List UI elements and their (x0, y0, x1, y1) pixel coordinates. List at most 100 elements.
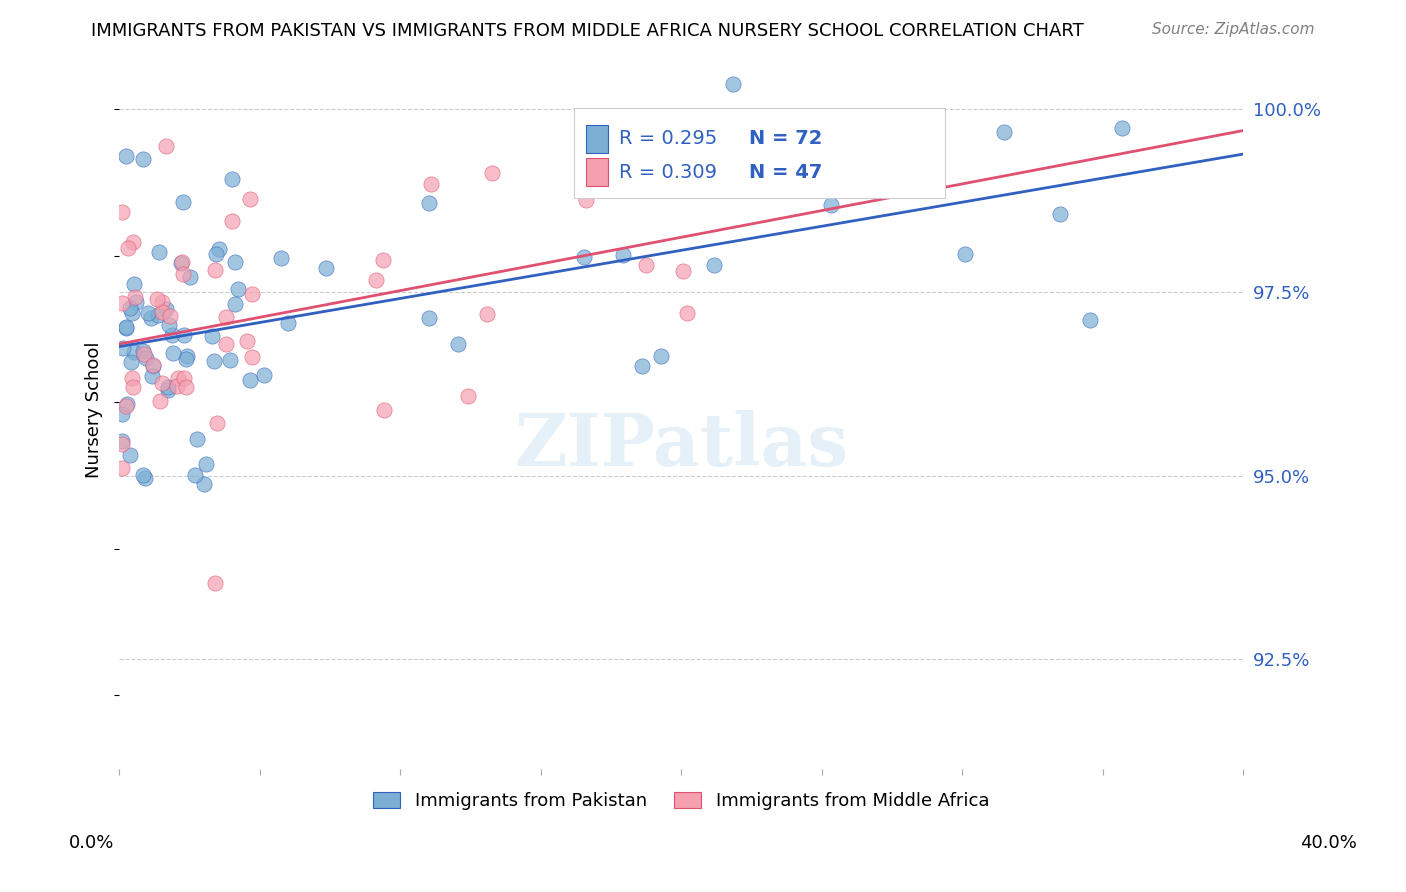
Point (612, 248, 634, 262)
Point (239, 192, 262, 206)
Point (315, 260, 337, 275)
Point (111, 296, 134, 310)
Text: N = 47: N = 47 (748, 163, 823, 182)
Point (114, 321, 136, 335)
Point (117, 241, 139, 255)
Point (215, 337, 238, 351)
Point (609, 130, 631, 145)
Point (115, 400, 138, 414)
Point (239, 373, 262, 387)
Point (111, 437, 134, 451)
Point (160, 328, 183, 343)
Text: 0.0%: 0.0% (69, 834, 114, 852)
Point (179, 270, 201, 285)
Point (121, 370, 143, 384)
Point (208, 243, 231, 257)
Point (418, 195, 440, 210)
Point (204, 575, 226, 590)
Point (166, 371, 188, 385)
Point (172, 267, 194, 281)
Point (221, 213, 243, 227)
Point (139, 311, 162, 326)
Point (111, 434, 134, 449)
Point (201, 328, 224, 343)
Text: Source: ZipAtlas.com: Source: ZipAtlas.com (1152, 22, 1315, 37)
Point (121, 306, 143, 320)
Point (111, 461, 134, 475)
Point (120, 355, 142, 369)
Point (157, 318, 180, 333)
Text: IMMIGRANTS FROM PAKISTAN VS IMMIGRANTS FROM MIDDLE AFRICA NURSERY SCHOOL CORRELA: IMMIGRANTS FROM PAKISTAN VS IMMIGRANTS F… (91, 22, 1084, 40)
Point (111, 205, 134, 219)
Point (142, 359, 165, 373)
Point (118, 301, 141, 315)
Point (142, 358, 165, 372)
Point (723, 78, 745, 92)
Point (277, 316, 299, 330)
Point (820, 197, 842, 211)
Point (155, 139, 177, 153)
Point (825, 170, 848, 185)
Point (779, 129, 801, 144)
Point (236, 334, 259, 348)
Point (373, 252, 395, 267)
Point (993, 125, 1015, 139)
Point (204, 263, 226, 277)
Point (630, 359, 652, 373)
Point (572, 251, 595, 265)
Point (575, 193, 598, 207)
Point (202, 354, 225, 368)
Point (176, 349, 198, 363)
Point (114, 149, 136, 163)
Point (215, 310, 238, 324)
Point (131, 344, 153, 359)
Point (174, 352, 197, 367)
Point (447, 337, 470, 351)
Point (173, 371, 195, 385)
Point (150, 376, 173, 390)
Point (111, 341, 134, 355)
Point (1111, 121, 1133, 136)
Point (141, 368, 163, 383)
FancyBboxPatch shape (586, 159, 607, 186)
Point (193, 477, 215, 491)
Legend: Immigrants from Pakistan, Immigrants from Middle Africa: Immigrants from Pakistan, Immigrants fro… (366, 784, 997, 817)
Point (173, 327, 195, 342)
Point (159, 310, 181, 324)
Point (205, 416, 228, 430)
Point (125, 295, 148, 310)
Point (703, 258, 725, 272)
Point (115, 319, 138, 334)
Point (1078, 312, 1101, 326)
FancyBboxPatch shape (586, 126, 607, 153)
Text: R = 0.295: R = 0.295 (619, 129, 717, 148)
Point (194, 457, 217, 471)
Point (132, 346, 155, 360)
Point (170, 255, 193, 269)
Point (156, 380, 179, 394)
FancyBboxPatch shape (575, 108, 945, 198)
Point (122, 235, 145, 249)
Point (111, 407, 134, 421)
Point (148, 394, 170, 409)
Point (166, 379, 188, 393)
Point (150, 294, 173, 309)
Point (176, 380, 198, 394)
Point (148, 244, 170, 259)
Point (475, 307, 498, 321)
Point (366, 273, 388, 287)
Point (120, 448, 142, 462)
Point (240, 286, 263, 301)
Point (122, 344, 145, 359)
Point (218, 353, 240, 368)
Point (135, 351, 157, 365)
Point (457, 389, 479, 403)
Text: ZIPatlas: ZIPatlas (515, 410, 848, 481)
Point (146, 292, 169, 306)
Point (1049, 207, 1071, 221)
Point (955, 247, 977, 261)
Point (253, 368, 276, 382)
Point (481, 166, 503, 180)
Point (650, 349, 672, 363)
Point (122, 277, 145, 292)
